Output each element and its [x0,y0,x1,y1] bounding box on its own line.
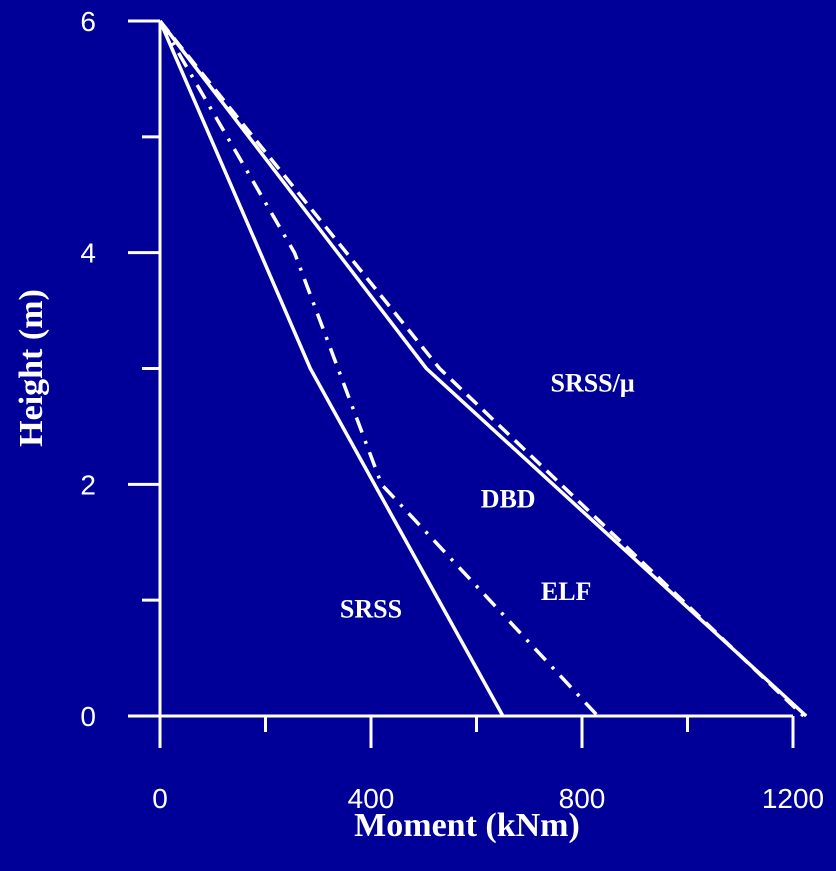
series-label-dbd: DBD [481,485,536,514]
y-tick-label: 4 [80,238,96,269]
series-label-srss: SRSS [340,595,402,624]
series-label-srss: SRSS/μ [550,369,634,398]
axes [158,21,793,718]
x-tick-label: 400 [348,783,395,814]
y-axis-title: Height (m) [13,289,50,447]
ticks: 0 400 800 1200 0 2 4 6 [80,6,824,814]
series-line-srss [158,20,505,717]
y-tick-label: 6 [80,6,96,37]
x-tick-label: 1200 [762,783,824,814]
series-labels: SRSS ELF DBD SRSS/μ [340,369,635,624]
y-tick-label: 0 [80,701,96,732]
x-tick-label: 800 [559,783,606,814]
x-tick-label: 0 [152,783,168,814]
x-axis-title: Moment (kNm) [354,807,580,844]
series-line-dbd [158,19,808,718]
series-lines [158,19,808,718]
y-tick-label: 2 [80,469,96,500]
series-line-elf [158,20,600,718]
series-label-elf: ELF [541,577,592,606]
series-line-srss [158,19,805,718]
